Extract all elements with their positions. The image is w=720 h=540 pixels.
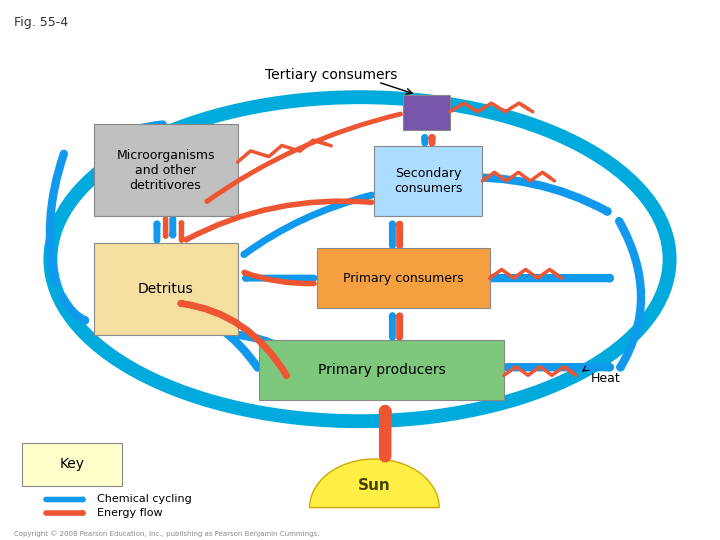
Wedge shape [310,459,439,508]
Bar [22,443,122,486]
Text: Primary producers: Primary producers [318,363,446,377]
Text: Tertiary consumers: Tertiary consumers [265,68,397,82]
Bar [259,340,504,400]
Text: Fig. 55-4: Fig. 55-4 [14,16,68,29]
Text: Key: Key [60,457,84,471]
Text: Primary consumers: Primary consumers [343,272,464,285]
Bar [94,124,238,216]
Text: Detritus: Detritus [138,282,194,296]
Text: Energy flow: Energy flow [97,508,163,518]
Bar [403,94,450,130]
Bar [94,243,238,335]
Text: Microorganisms
and other
detritivores: Microorganisms and other detritivores [117,148,215,192]
Text: Copyright © 2008 Pearson Education, Inc., publishing as Pearson Benjamin Cumming: Copyright © 2008 Pearson Education, Inc.… [14,531,320,537]
Text: Secondary
consumers: Secondary consumers [395,167,462,195]
Text: Heat: Heat [590,372,620,384]
Text: Chemical cycling: Chemical cycling [97,495,192,504]
Bar [374,146,482,216]
Bar [317,248,490,308]
Text: Sun: Sun [358,478,391,494]
